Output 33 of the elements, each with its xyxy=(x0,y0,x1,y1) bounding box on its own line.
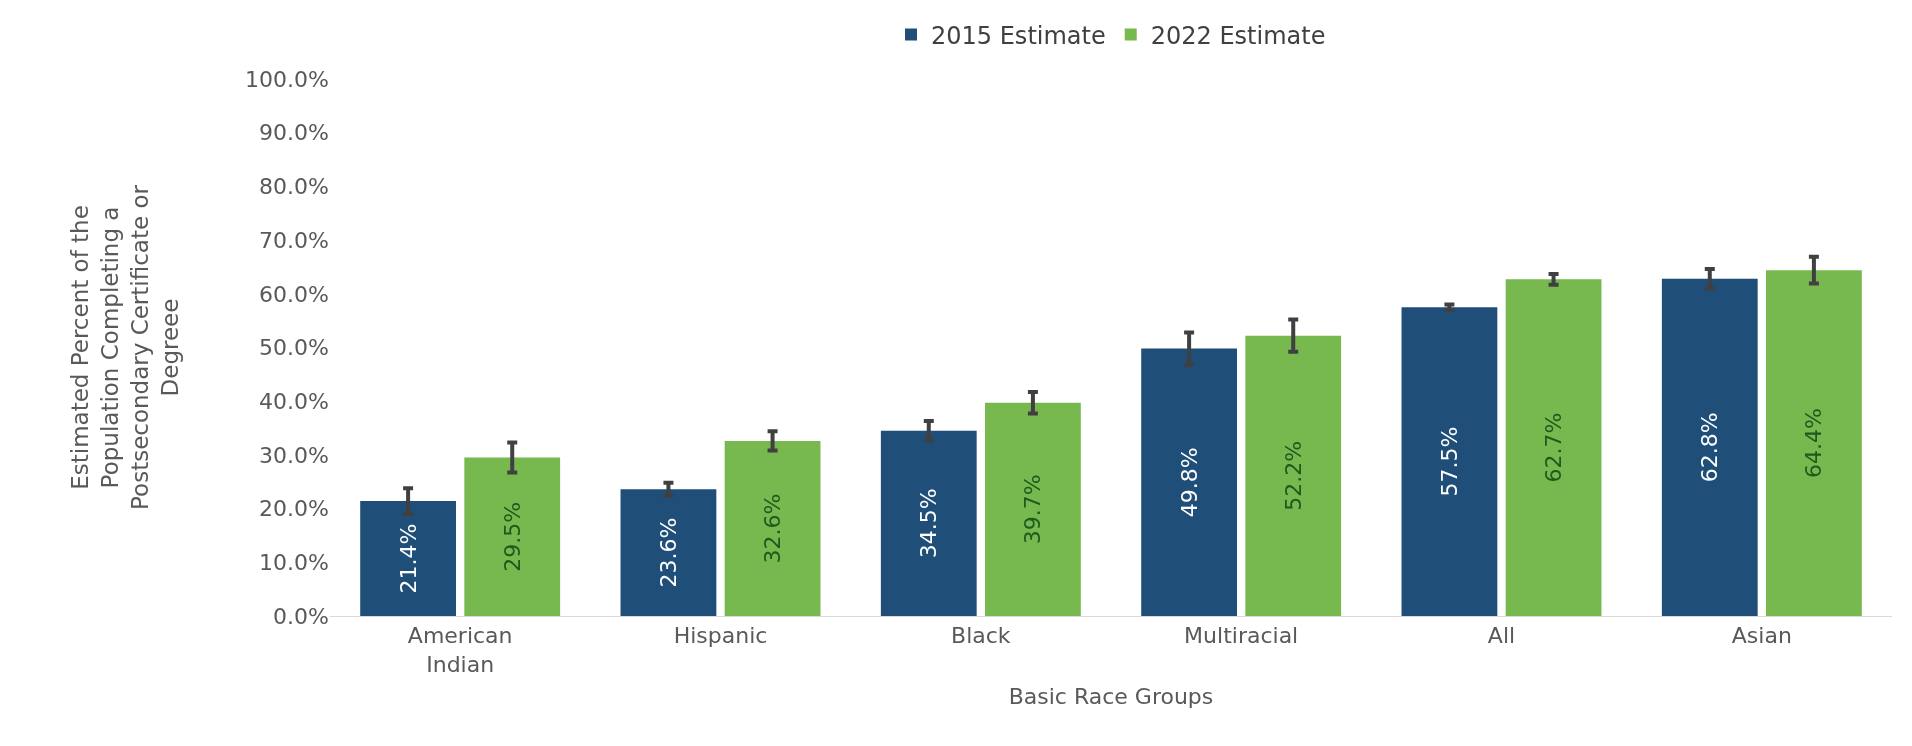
data-label: 57.5% xyxy=(1436,426,1462,497)
legend-label: 2015 Estimate xyxy=(931,21,1106,50)
data-label: 49.8% xyxy=(1176,447,1202,518)
x-tick-label: Asian xyxy=(1731,623,1792,649)
y-tick-label: 50.0% xyxy=(259,335,329,361)
data-label: 32.6% xyxy=(760,493,786,564)
data-label: 64.4% xyxy=(1801,408,1827,479)
data-label: 52.2% xyxy=(1280,440,1306,511)
data-label: 62.7% xyxy=(1541,412,1567,483)
y-tick-label: 80.0% xyxy=(259,174,329,200)
data-label: 39.7% xyxy=(1020,474,1046,545)
data-label: 21.4% xyxy=(395,523,421,594)
legend-label: 2022 Estimate xyxy=(1150,21,1326,50)
x-axis-title: Basic Race Groups xyxy=(1008,683,1214,709)
x-tick-label: Multiracial xyxy=(1184,623,1299,649)
y-tick-label: 40.0% xyxy=(259,388,329,414)
y-tick-label: 10.0% xyxy=(259,550,329,575)
data-label: 29.5% xyxy=(499,501,525,572)
y-tick-label: 0.0% xyxy=(273,603,329,629)
y-tick-label: 30.0% xyxy=(259,442,329,468)
y-tick-label: 70.0% xyxy=(259,227,329,253)
x-tick-label: Hispanic xyxy=(673,623,768,649)
x-tick-label: Black xyxy=(951,623,1011,649)
y-tick-label: 90.0% xyxy=(259,120,329,146)
y-tick-label: 60.0% xyxy=(259,281,329,307)
data-label: 23.6% xyxy=(655,517,681,588)
y-axis-title: Estimated Percent of the Population Completing a Postsecondary Certificate or Degreee xyxy=(66,184,183,510)
data-label: 34.5% xyxy=(916,488,942,559)
x-tick-label: American Indian xyxy=(407,623,513,677)
x-tick-label: All xyxy=(1487,623,1516,649)
y-tick-label: 20.0% xyxy=(259,496,329,522)
data-label: 62.8% xyxy=(1697,412,1723,483)
y-tick-label: 100.0% xyxy=(245,66,329,92)
